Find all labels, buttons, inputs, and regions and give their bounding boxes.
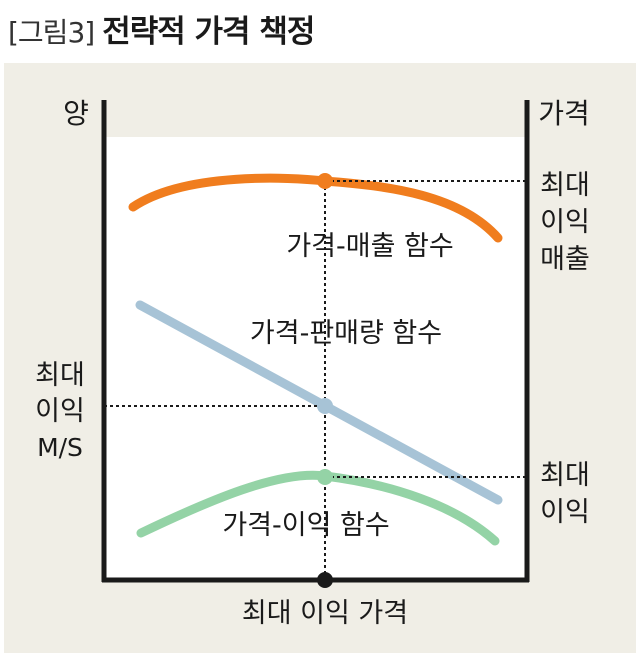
right-revenue-label-line2: 이익 — [540, 207, 590, 238]
demand-point-dot — [317, 398, 333, 414]
profit-curve-label: 가격-이익 함수 — [222, 510, 389, 541]
left-marker-label-line1: 최대 — [35, 360, 85, 391]
right-profit-label-line2: 이익 — [540, 497, 590, 528]
left-marker-label-line2: 이익 — [35, 396, 85, 427]
revenue-max-dot — [317, 173, 333, 189]
revenue-curve-label: 가격-매출 함수 — [286, 231, 453, 262]
optimal-price-dot — [317, 572, 333, 588]
right-profit-label-line1: 최대 — [540, 460, 590, 491]
left-axis-label: 양 — [63, 97, 89, 130]
right-revenue-label-line1: 최대 — [540, 170, 590, 201]
demand-line-label: 가격-판매량 함수 — [250, 318, 442, 349]
profit-max-dot — [317, 469, 333, 485]
figure-heading: 전략적 가격 책정 — [102, 14, 315, 50]
right-axis-label: 가격 — [538, 97, 590, 130]
figure-label: [그림3] — [8, 16, 95, 49]
left-marker-label-line3: M/S — [37, 433, 83, 462]
right-revenue-label-line3: 매출 — [540, 244, 590, 275]
x-marker-label: 최대 이익 가격 — [242, 598, 408, 629]
figure-title: [그림3] 전략적 가격 책정 — [8, 6, 315, 50]
